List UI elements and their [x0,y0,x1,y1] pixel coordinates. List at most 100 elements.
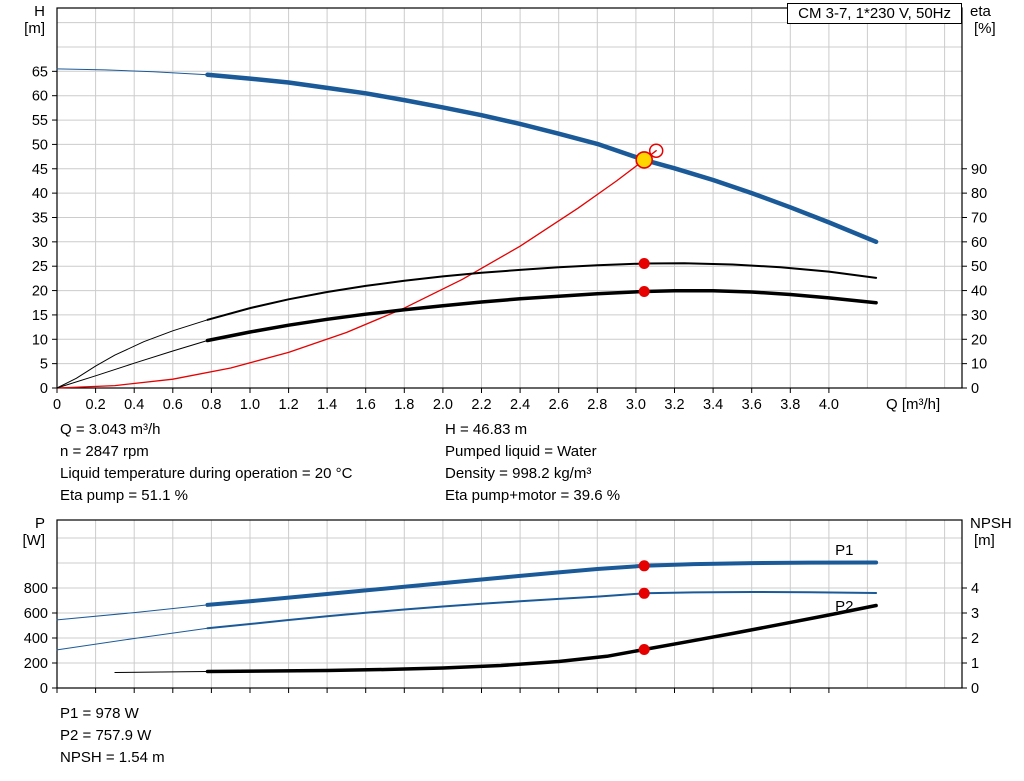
readout-flow: Q = 3.043 m³/h [60,421,161,438]
p1-curve [205,560,879,607]
readout-liquid-temp: Liquid temperature during operation = 20… [60,465,353,482]
system-curve [56,150,657,389]
tick-label-bottom: 1.0 [240,397,260,413]
tick-label-right: 3 [971,606,979,622]
y-right-axis-unit: [%] [974,20,996,37]
y-right-axis-title: eta [970,3,992,20]
npsh-curve-lead [114,671,208,673]
readout-density: Density = 998.2 kg/m³ [445,465,592,482]
readout-p2: P2 = 757.9 W [60,727,152,744]
readout-speed: n = 2847 rpm [60,443,149,460]
tick-label-right: 1 [971,656,979,672]
tick-label-bottom: 2.2 [471,397,491,413]
tick-label-right: 60 [971,235,987,251]
tick-label-left: 15 [32,308,48,324]
tick-label-bottom: 0.4 [124,397,144,413]
y-right-axis-unit: [m] [974,532,995,549]
tick-label-right: 50 [971,259,987,275]
tick-label-bottom: 3.8 [780,397,800,413]
curve-label-p1: P1 [835,542,853,559]
pump-model-badge: CM 3-7, 1*230 V, 50Hz [787,3,962,24]
tick-label-bottom: 0.2 [86,397,106,413]
tick-label-right: 80 [971,186,987,202]
tick-label-left: 25 [32,259,48,275]
tick-label-right: 40 [971,284,987,300]
tick-label-bottom: 1.2 [279,397,299,413]
x-axis-title: Q [m³/h] [886,396,940,413]
tick-label-left: 600 [24,606,48,622]
readout-head: H = 46.83 m [445,421,528,438]
operating-point-dot [638,258,650,269]
tick-label-left: 0 [40,681,48,697]
tick-label-right: 20 [971,332,987,348]
tick-label-bottom: 3.6 [742,397,762,413]
operating-point-dot [638,286,650,297]
tick-label-left: 60 [32,89,48,105]
y-left-axis-title: P [35,515,45,532]
eta-pump-motor-curve-lead [56,340,208,389]
eta-pump-curve [206,262,878,321]
tick-label-left: 45 [32,162,48,178]
readout-eta-pump-motor: Eta pump+motor = 39.6 % [445,487,621,504]
tick-label-bottom: 0.6 [163,397,183,413]
tick-label-bottom: 0.8 [201,397,221,413]
readout-pumped-liquid: Pumped liquid = Water [445,443,597,460]
power-npsh-chart: 0 200 400 600 800 0 1 2 3 4 P[W] NPSH[m] P1 P2 [23,515,1012,697]
readout-eta-pump: Eta pump = 51.1 % [60,487,188,504]
curve-label-p2: P2 [835,598,853,615]
duty-point-marker [635,151,654,169]
tick-label-left: 40 [32,186,48,202]
operating-point-dot [638,587,650,599]
y-right-axis-title: NPSH [970,515,1012,532]
tick-label-left: 55 [32,113,48,129]
tick-label-right: 10 [971,357,987,373]
y-left-axis-unit: [m] [24,20,45,37]
head-curve-lead [56,68,208,76]
tick-label-right: 0 [971,681,979,697]
p2-curve-lead [56,627,208,651]
tick-label-bottom: 3.4 [703,397,723,413]
readout-npsh: NPSH = 1.54 m [60,749,165,766]
tick-label-bottom: 1.6 [356,397,376,413]
tick-label-bottom: 2.8 [587,397,607,413]
tick-label-left: 5 [40,357,48,373]
tick-label-left: 10 [32,332,48,348]
tick-label-left: 65 [32,64,48,80]
tick-label-bottom: 1.4 [317,397,337,413]
tick-label-left: 400 [24,631,48,647]
tick-label-bottom: 2.4 [510,397,530,413]
readout-p1: P1 = 978 W [60,705,139,722]
plot-border [56,519,963,689]
plot-border [56,7,963,389]
tick-label-bottom: 4.0 [819,397,839,413]
operating-readout-left: Q = 3.043 m³/h n = 2847 rpm Liquid tempe… [60,419,352,507]
eta-pump-motor-curve [205,289,878,343]
tick-label-left: 20 [32,284,48,300]
y-left-axis-unit: [W] [23,532,46,549]
tick-label-right: 2 [971,631,979,647]
tick-label-right: 70 [971,211,987,227]
tick-label-right: 30 [971,308,987,324]
tick-label-left: 0 [40,381,48,397]
tick-label-left: 800 [24,581,48,597]
tick-label-bottom: 1.8 [394,397,414,413]
tick-label-right: 4 [971,581,979,597]
operating-readout-right: H = 46.83 m Pumped liquid = Water Densit… [445,419,620,507]
operating-point-dot [638,560,650,572]
hq-eta-chart: 0 5 10 15 20 25 30 35 40 45 50 55 60 65 0 10 20 30 40 50 60 7… [24,3,996,413]
tick-label-right: 90 [971,162,987,178]
tick-label-left: 200 [24,656,48,672]
operating-point-dot [638,644,650,655]
tick-label-bottom: 2.0 [433,397,453,413]
tick-label-bottom: 2.6 [549,397,569,413]
p2-curve [206,591,878,630]
tick-label-bottom: 0 [53,397,61,413]
requested-duty-ring [648,143,664,158]
tick-label-bottom: 3.0 [626,397,646,413]
npsh-curve [205,603,878,674]
tick-label-bottom: 3.2 [664,397,684,413]
y-left-axis-title: H [34,3,45,20]
eta-pump-curve-lead [56,319,208,389]
